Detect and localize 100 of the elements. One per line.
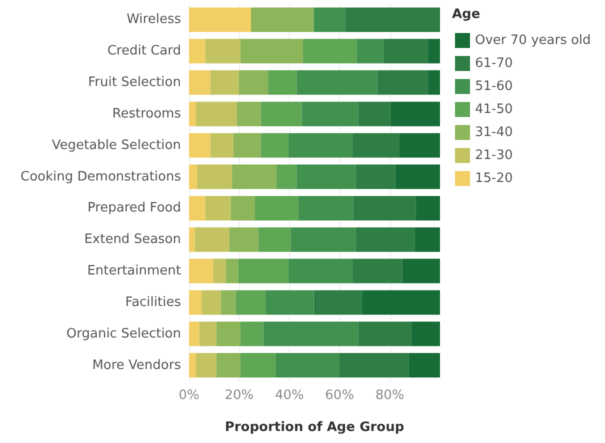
bar [189,353,196,378]
y-tick-label: Cooking Demonstrations [20,169,182,184]
bar [356,227,415,252]
bar [345,7,440,32]
bar [189,70,210,95]
bar [428,38,440,64]
bar [213,258,226,284]
y-tick-label: Entertainment [87,264,181,279]
bar [352,133,400,158]
bar [240,38,303,64]
bar [216,353,240,378]
bar [197,164,232,190]
x-axis-title: Proportion of Age Group [224,420,404,435]
bar [196,102,237,126]
bar [260,102,302,126]
legend-label: Over 70 years old [475,33,591,48]
bar [377,70,428,95]
y-tick-label: Credit Card [107,44,181,59]
bar [302,38,357,64]
y-tick-label: Vegetable Selection [52,138,181,153]
legend-label: 31-40 [475,125,513,140]
x-tick-label: 60% [325,388,354,403]
bar [288,258,352,284]
bar [411,322,440,346]
bar [232,164,276,190]
bar [416,196,440,220]
bar [414,227,440,252]
bar [314,7,346,32]
y-tick-label: Facilities [125,294,182,310]
bar [189,38,206,64]
bar [302,102,358,126]
bar [238,70,268,95]
legend-title: Age [452,7,480,22]
y-tick-label: Fruit Selection [88,75,181,90]
bar [189,196,206,220]
legend-label: 15-20 [475,171,513,186]
bar [296,164,356,190]
bar [314,290,362,315]
bar [288,133,352,158]
bar [402,258,440,284]
bar [189,258,214,284]
bar [266,290,314,315]
bar [395,164,440,190]
bar [383,38,428,64]
bar [236,102,261,126]
bar [189,7,251,32]
bar [240,322,264,346]
bar [353,196,416,220]
bar [199,322,216,346]
bar [339,353,409,378]
bar [205,38,240,64]
bar [189,290,202,315]
bar [352,258,402,284]
bar [194,227,230,252]
y-tick-label: Extend Season [84,232,181,248]
bar [408,353,440,378]
bar [255,196,298,220]
bar [276,164,297,190]
y-tick-label: Restrooms [112,106,182,122]
bar [238,258,288,284]
x-tick-label: 40% [274,388,304,403]
bar [358,322,412,346]
bar [356,38,384,64]
y-tick-label: More Vendors [92,358,182,373]
bar [189,322,200,346]
bar [298,196,354,220]
bar [263,322,358,346]
bar [356,164,396,190]
bar [428,70,440,95]
bar [189,133,210,158]
bar [210,133,234,158]
bar [202,290,221,315]
bar [290,227,356,252]
bar [230,196,256,220]
bar [229,227,258,252]
bar [240,353,276,378]
x-tick-label: 20% [224,388,254,403]
bar [296,70,378,95]
bar [268,70,297,95]
bar [250,7,314,32]
bar [205,196,231,220]
bar [189,227,195,252]
legend-label: 21-30 [475,148,513,163]
bar [275,353,340,378]
bar [236,290,266,315]
bar [226,258,238,284]
bar [189,164,198,190]
y-tick-label: Prepared Food [87,200,181,216]
bar [220,290,236,315]
bar [258,227,291,252]
x-tick-label: 80% [375,388,404,403]
bar [196,353,216,378]
bar [362,290,440,315]
bar [260,133,288,158]
legend-label: 41-50 [475,102,513,117]
y-tick-label: Wireless [126,12,182,28]
bar [210,70,239,95]
bar [390,102,440,126]
legend-label: 61-70 [475,56,513,71]
bar [358,102,390,126]
